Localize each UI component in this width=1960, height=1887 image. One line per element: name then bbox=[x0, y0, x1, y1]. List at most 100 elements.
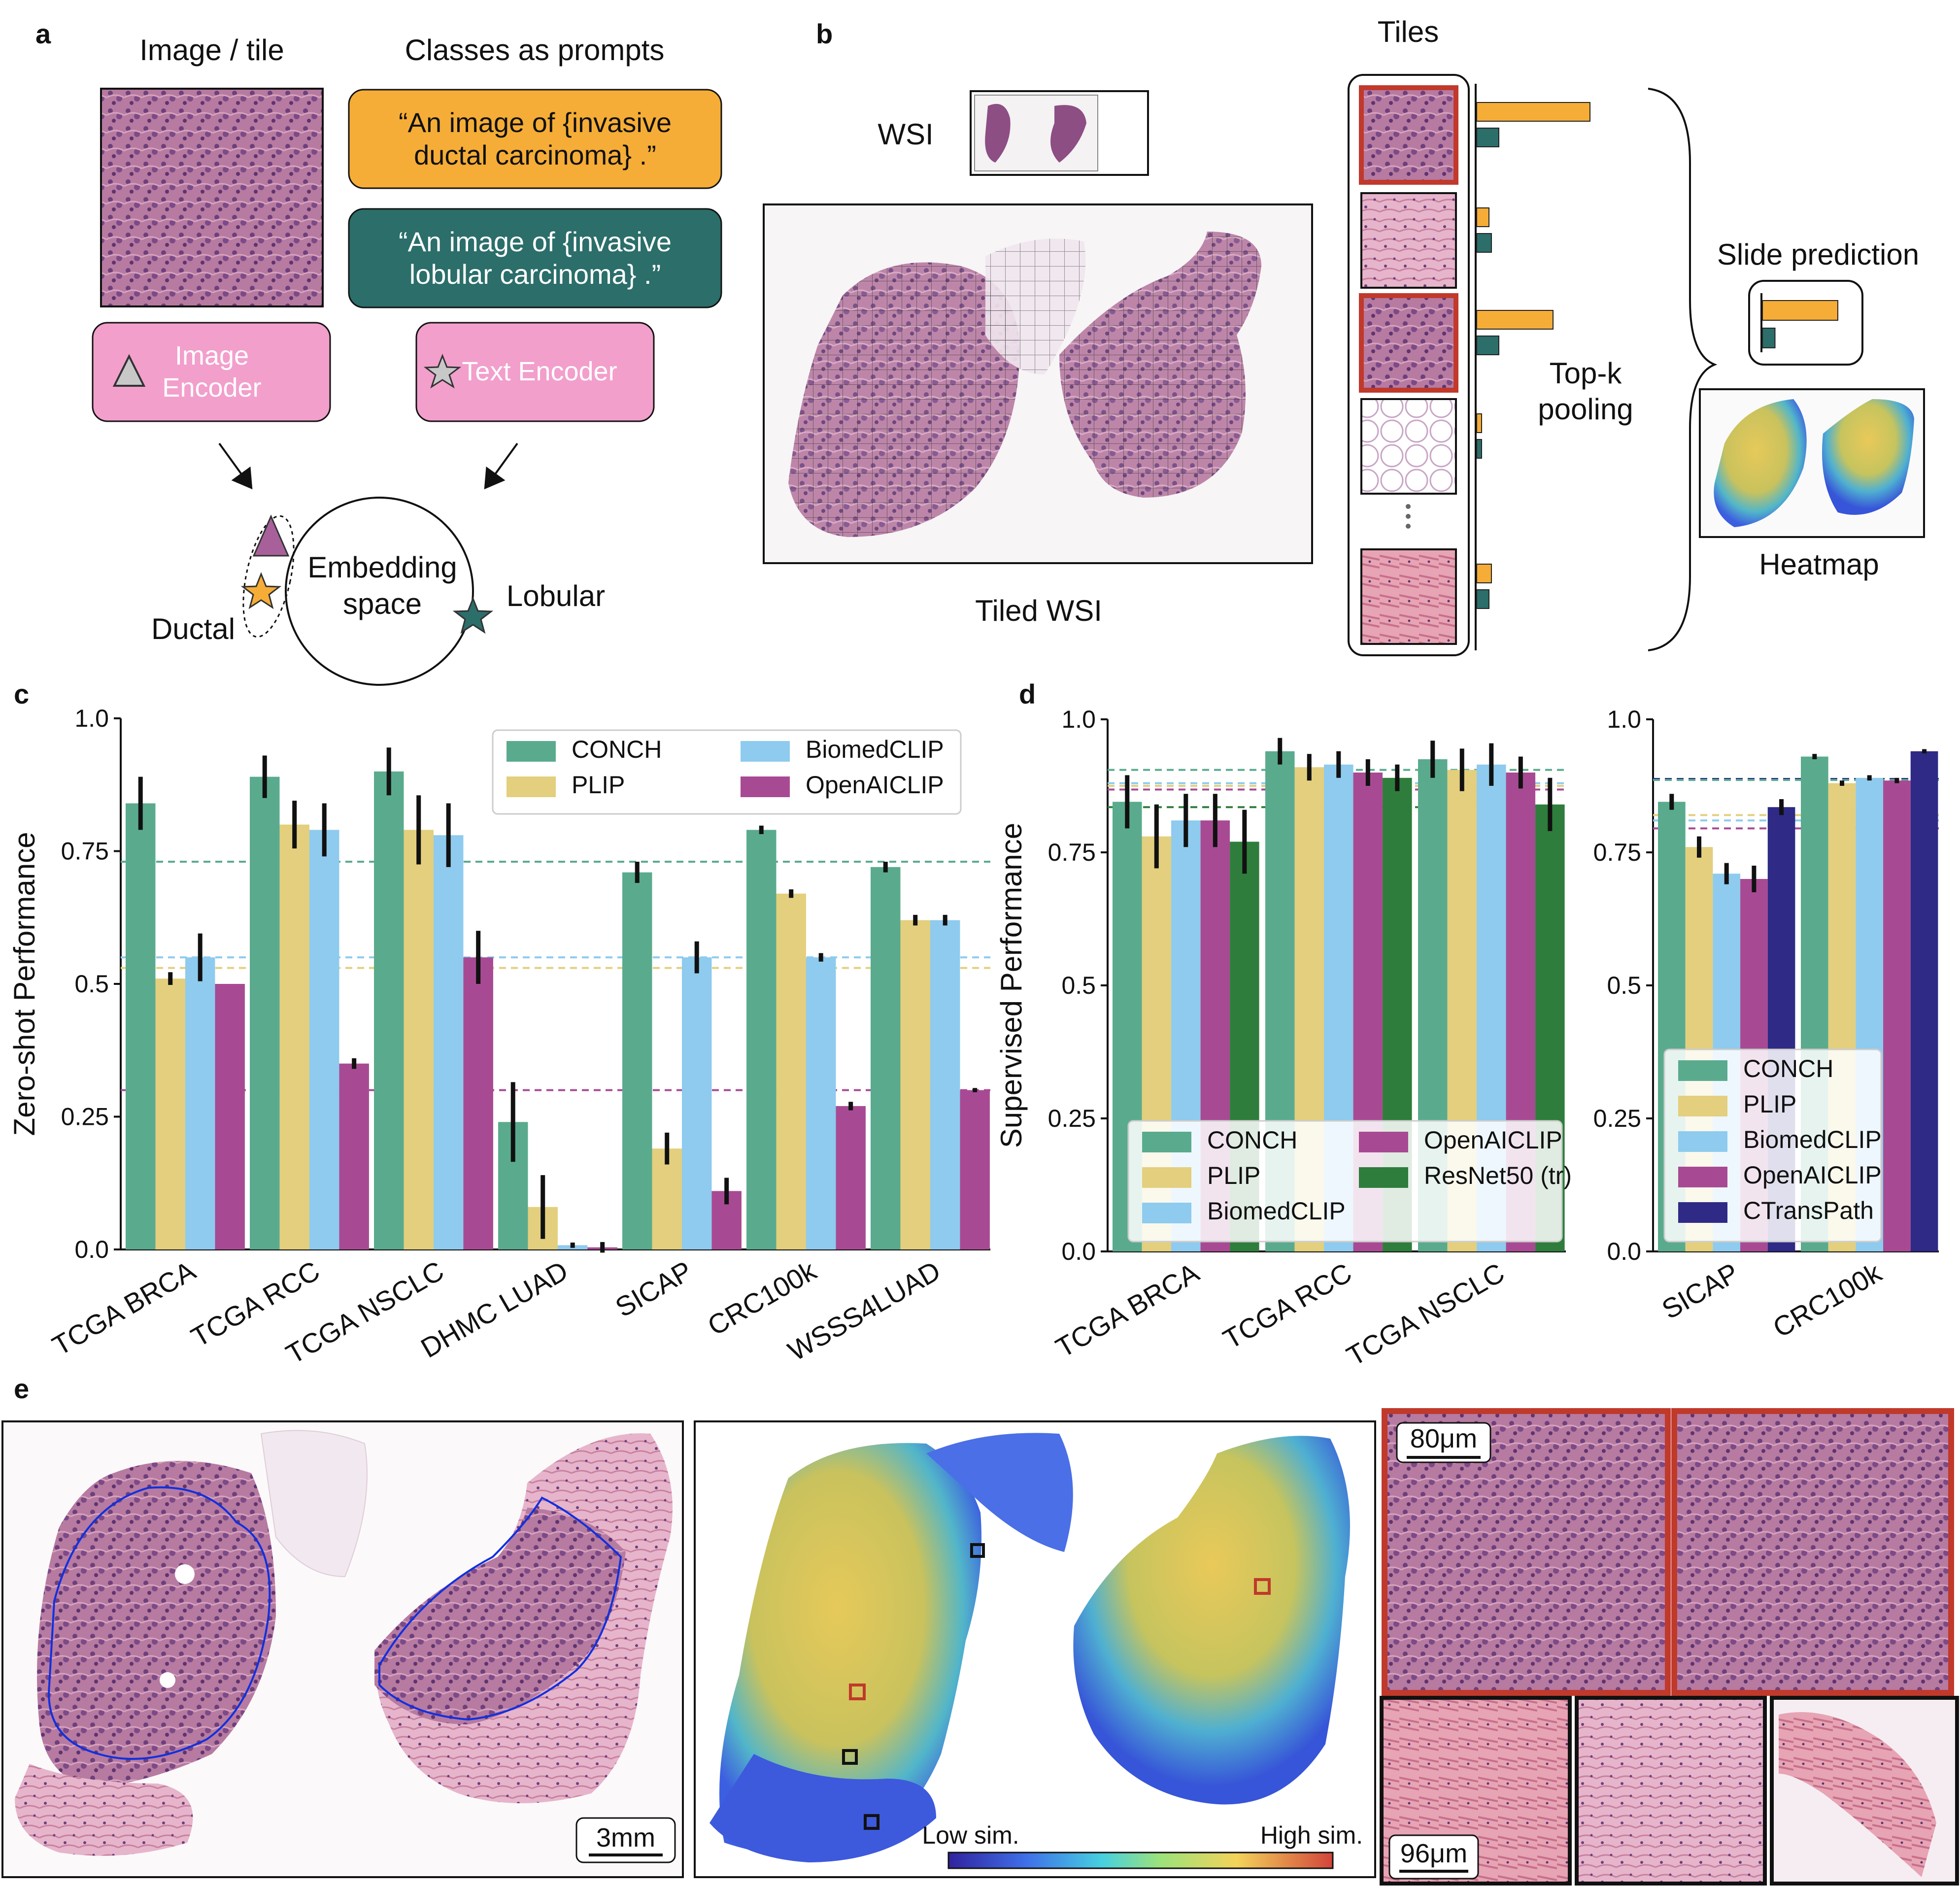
heatmap-left-low bbox=[710, 1754, 936, 1862]
ductal-label: Ductal bbox=[151, 612, 235, 645]
tile-5-ductal-bar bbox=[1476, 564, 1492, 583]
legend-label-plip: PLIP bbox=[1743, 1090, 1796, 1118]
slide-prediction-label: Slide prediction bbox=[1717, 238, 1919, 271]
legend-label-biomedclip: BiomedCLIP bbox=[1207, 1197, 1346, 1225]
zero-shot-bar-chart: 0.0 0.25 0.5 0.75 1.0 Zero-shot Performance TC… bbox=[8, 705, 990, 1370]
supervised-bar-chart-tiles: 0.0 0.25 0.5 0.75 1.0 SICAP CRC100k CONCH PLIP Bi… bbox=[1593, 706, 1939, 1344]
image-encoder-label-2: Encoder bbox=[162, 373, 261, 403]
embedding-label-2: space bbox=[343, 587, 422, 620]
legend-swatch-conch bbox=[1678, 1060, 1727, 1081]
high-sim-tile-2 bbox=[1671, 1408, 1954, 1696]
low-sim-patch-marker-3 bbox=[864, 1814, 879, 1830]
arrow-image-encoder bbox=[218, 442, 253, 490]
y-tick-label: 0.75 bbox=[1048, 839, 1096, 866]
heatmap-thumb-left bbox=[1714, 399, 1807, 527]
legend-swatch-ctranspath bbox=[1678, 1202, 1727, 1223]
legend-swatch-openaiclip bbox=[1678, 1167, 1727, 1187]
legend-swatch-conch bbox=[507, 741, 556, 762]
y-tick-label: 0.0 bbox=[1607, 1238, 1641, 1265]
x-tick-label-sicap: SICAP bbox=[610, 1255, 697, 1323]
tile-grid-right bbox=[1059, 232, 1261, 498]
bar-biomedclip-sicap bbox=[681, 957, 712, 1249]
arrow-text-encoder bbox=[484, 442, 518, 490]
text-encoder-label: Text Encoder bbox=[462, 357, 617, 386]
panel-letter-c: c bbox=[14, 678, 29, 709]
tumor-annotation-left bbox=[48, 1486, 271, 1760]
y-tick-label: 0.5 bbox=[74, 970, 109, 998]
image-encoder-box bbox=[92, 322, 331, 422]
topk-label-2: pooling bbox=[1538, 393, 1633, 426]
legend-swatch-plip bbox=[1142, 1167, 1191, 1188]
wsi-label: WSI bbox=[878, 118, 933, 151]
panel-letter-a: a bbox=[35, 18, 51, 49]
triangle-icon bbox=[112, 354, 146, 387]
legend-label-openaiclip: OpenAICLIP bbox=[1743, 1161, 1882, 1189]
prompt-ductal-box bbox=[348, 89, 722, 189]
bar-biomedclip-tcga-nsclc bbox=[433, 835, 464, 1249]
legend-label-conch: CONCH bbox=[572, 736, 662, 763]
tile-2-lobular-bar bbox=[1476, 233, 1492, 253]
ductal-star-icon bbox=[240, 572, 282, 609]
ellipsis-dot-1 bbox=[1406, 504, 1411, 509]
bar-plip-wsss4luad bbox=[900, 920, 930, 1249]
bar-openaiclip-tcga-rcc bbox=[339, 1063, 369, 1249]
panel-b: b WSI Tiled WSI Tiles Top-k pooling Slid… bbox=[763, 15, 1925, 656]
tile-4-lobular-bar bbox=[1476, 439, 1482, 459]
legend-swatch-plip bbox=[1678, 1096, 1727, 1116]
tile-grid-left bbox=[788, 262, 1020, 537]
panel-a: a Image / tile Classes as prompts “An im… bbox=[35, 18, 722, 686]
x-tick-label-crc100k: CRC100k bbox=[1767, 1256, 1887, 1343]
bar-plip-tcga-rcc bbox=[279, 824, 309, 1249]
tiles-label: Tiles bbox=[1378, 15, 1439, 48]
tiled-wsi-label: Tiled WSI bbox=[975, 594, 1102, 627]
legend-label-conch: CONCH bbox=[1743, 1055, 1833, 1082]
y-tick-label: 0.25 bbox=[1593, 1105, 1641, 1132]
tile-1 bbox=[1359, 85, 1458, 185]
high-sim-patch-marker-1 bbox=[1254, 1578, 1271, 1595]
x-tick-label-tcga-brca: TCGA BRCA bbox=[1050, 1257, 1204, 1364]
wsi-left-lower-tissue bbox=[15, 1764, 193, 1856]
legend-label-resnet50-tr: ResNet50 (tr) bbox=[1424, 1162, 1572, 1189]
tissue-tile-image bbox=[100, 88, 324, 307]
y-tick-label: 0.0 bbox=[1061, 1238, 1096, 1265]
lobular-label: Lobular bbox=[507, 579, 605, 612]
wsi-faint-tissue bbox=[260, 1430, 368, 1578]
y-tick-label: 0.75 bbox=[61, 838, 109, 865]
tile-grid-center bbox=[985, 238, 1086, 374]
legend-label-plip: PLIP bbox=[1207, 1162, 1260, 1189]
heatmap-center-tissue bbox=[926, 1433, 1073, 1552]
scalebar-96um-label: 96μm bbox=[1400, 1839, 1467, 1868]
scalebar-3mm-label: 3mm bbox=[596, 1823, 655, 1853]
bar-biomedclip-tcga-brca bbox=[185, 957, 215, 1249]
bar-openaiclip-crc100k bbox=[1883, 780, 1911, 1251]
heatmap-left-tissue bbox=[719, 1443, 981, 1856]
wsi-hole-1 bbox=[175, 1564, 195, 1584]
bar-openaiclip-wsss4luad bbox=[960, 1090, 990, 1249]
bar-conch-crc100k bbox=[746, 830, 777, 1249]
tile-score-bars bbox=[1476, 102, 1590, 609]
slide-lobular-bar bbox=[1762, 328, 1776, 348]
text-encoder-box bbox=[415, 322, 655, 422]
bar-plip-crc100k bbox=[776, 893, 806, 1249]
bar-plip-tcga-brca bbox=[155, 978, 185, 1249]
legend-swatch-biomedclip bbox=[1142, 1203, 1191, 1223]
tile-3-ductal-bar bbox=[1476, 310, 1554, 330]
prompt-ductal-line1: “An image of {invasive bbox=[399, 107, 672, 138]
y-tick-label: 0.75 bbox=[1593, 839, 1641, 866]
panel-e: e 3mm Low sim. High sim. 80μm bbox=[1, 1373, 1959, 1886]
prompt-lobular-line2: lobular carcinoma} .” bbox=[409, 259, 661, 290]
legend-swatch-openaiclip bbox=[1359, 1132, 1408, 1152]
embedded-image-triangle-icon bbox=[252, 514, 290, 557]
tile-1-ductal-bar bbox=[1476, 102, 1590, 122]
prompt-lobular-line1: “An image of {invasive bbox=[399, 226, 672, 257]
wsi-thumb-tissue-left bbox=[985, 103, 1011, 163]
y-tick-label: 0.5 bbox=[1061, 972, 1096, 999]
wsi-thumb-tissue-right bbox=[1050, 105, 1086, 163]
bar-openaiclip-tcga-nsclc bbox=[463, 957, 493, 1249]
bar-conch-sicap bbox=[622, 872, 652, 1249]
low-sim-tile-2 bbox=[1575, 1696, 1767, 1886]
lobular-star-icon bbox=[452, 596, 494, 634]
bar-plip-sicap bbox=[652, 1148, 682, 1249]
supervised-bar-chart-slides: 0.0 0.25 0.5 0.75 1.0 Supervised Performance T… bbox=[995, 706, 1572, 1372]
